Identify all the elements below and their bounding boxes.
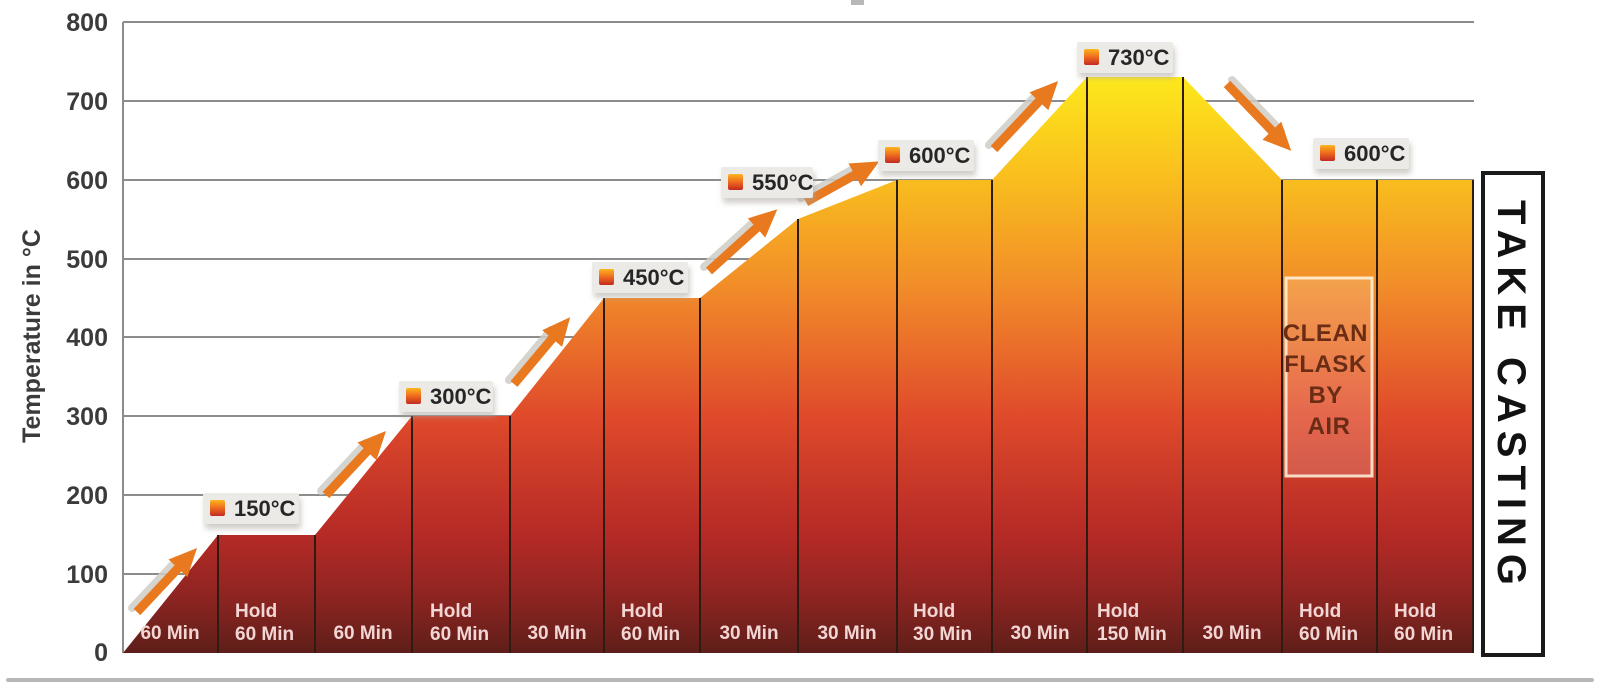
segment-separators	[217, 77, 1474, 653]
segment-label-line: 60 Min	[1299, 624, 1358, 645]
take-casting-annotation: TAKE CASTING	[1481, 171, 1545, 657]
y-tick: 200	[66, 482, 108, 510]
segment-label-line: Hold	[235, 601, 277, 622]
y-axis-ticks: 800 700 600 500 400 300 200 100 0	[66, 9, 108, 667]
temp-label-bg	[1077, 42, 1173, 73]
segment-label: Hold 60 Min	[235, 601, 294, 645]
segment-label-line: Hold	[430, 601, 472, 622]
segment-label-line: Hold	[1097, 601, 1139, 622]
segment-labels: 60 Min Hold 60 Min 60 Min Hold 60 Min 30…	[140, 601, 1453, 645]
gradient-swatch-icon	[1084, 49, 1099, 65]
temp-callout-550: 550°C	[721, 167, 814, 198]
temp-label-text: 150°C	[234, 496, 296, 521]
y-tick: 300	[66, 403, 108, 431]
clean-flask-annotation: CLEAN FLASK BY AIR	[1283, 276, 1375, 478]
segment-label: 60 Min	[140, 623, 199, 644]
ramp-down-arrow	[1223, 80, 1292, 151]
segment-label: Hold 60 Min	[1299, 601, 1358, 645]
temp-label-text: 730°C	[1108, 45, 1170, 70]
temp-callout-600-cooldown: 600°C	[1313, 138, 1409, 169]
segment-label: Hold 60 Min	[621, 601, 680, 645]
segment-label: 30 Min	[719, 623, 778, 644]
segment-label: Hold 60 Min	[430, 601, 489, 645]
temperature-callouts: 150°C 300°C 450°C 550°C 600°C 730°C	[203, 42, 1409, 524]
segment-label-line: 60 Min	[430, 624, 489, 645]
ramp-up-arrow	[705, 209, 778, 275]
clean-flask-line: BY	[1308, 382, 1342, 409]
arrow-shadow	[1228, 76, 1285, 135]
temp-callout-150: 150°C	[203, 493, 299, 524]
segment-label: 60 Min	[333, 623, 392, 644]
ramp-up-arrow	[510, 317, 571, 387]
temp-label-text: 600°C	[1344, 141, 1406, 166]
temp-callout-300: 300°C	[399, 381, 493, 412]
temp-label-bg	[203, 493, 299, 524]
temp-label-text: 550°C	[752, 170, 814, 195]
temp-label-bg	[721, 167, 813, 198]
segment-label-line: 150 Min	[1097, 624, 1167, 645]
segment-label-line: Hold	[621, 601, 663, 622]
take-casting-text: TAKE CASTING	[1489, 200, 1533, 593]
take-casting-box	[1481, 171, 1545, 657]
segment-label-line: 60 Min	[235, 624, 294, 645]
gradient-swatch-icon	[728, 174, 743, 190]
gradient-swatch-icon	[406, 388, 421, 404]
clean-flask-text: CLEAN FLASK BY AIR	[1283, 320, 1375, 440]
y-tick: 0	[94, 639, 108, 667]
gradient-swatch-icon	[599, 269, 614, 285]
y-tick: 700	[66, 88, 108, 116]
temp-label-bg	[592, 262, 688, 293]
clean-flask-line: AIR	[1308, 413, 1351, 440]
segment-label: Hold 60 Min	[1394, 601, 1453, 645]
ramp-up-arrow	[322, 430, 387, 499]
segment-label-line: 60 Min	[1394, 624, 1453, 645]
ramp-up-arrow	[803, 161, 880, 206]
segment-label-line: Hold	[1299, 601, 1341, 622]
temp-callout-450: 450°C	[592, 262, 688, 293]
segment-label-line: 30 Min	[913, 624, 972, 645]
ramp-up-arrow	[133, 547, 198, 616]
y-tick: 500	[66, 246, 108, 274]
gradient-swatch-icon	[1320, 145, 1335, 161]
temp-label-text: 450°C	[623, 265, 685, 290]
temp-label-bg	[878, 140, 974, 171]
temp-label-text: 300°C	[430, 384, 492, 409]
clean-flask-line: CLEAN	[1283, 320, 1368, 347]
temp-label-text: 600°C	[909, 143, 971, 168]
temp-label-bg	[1313, 138, 1409, 169]
segment-label: Hold 30 Min	[913, 601, 972, 645]
arrow-shadow	[700, 216, 760, 271]
segment-label: Hold 150 Min	[1097, 601, 1167, 645]
cropped-title-artifact	[851, 0, 864, 5]
y-tick: 400	[66, 324, 108, 352]
y-tick: 600	[66, 167, 108, 195]
y-tick: 800	[66, 9, 108, 37]
segment-label: 30 Min	[1202, 623, 1261, 644]
gradient-swatch-icon	[210, 500, 225, 516]
temp-callout-730: 730°C	[1077, 42, 1173, 73]
segment-label-line: 60 Min	[621, 624, 680, 645]
segment-label-line: Hold	[1394, 601, 1436, 622]
segment-label-line: Hold	[913, 601, 955, 622]
clean-flask-box	[1284, 276, 1374, 478]
gradient-swatch-icon	[885, 147, 900, 163]
y-tick: 100	[66, 561, 108, 589]
segment-label: 30 Min	[817, 623, 876, 644]
segment-label: 30 Min	[1010, 623, 1069, 644]
ramp-arrows	[128, 76, 1292, 616]
ramp-up-arrow	[990, 80, 1059, 153]
y-axis-title: Temperature in °C	[18, 229, 46, 443]
temp-label-bg	[399, 381, 493, 412]
clean-flask-line: FLASK	[1284, 351, 1367, 378]
segment-label: 30 Min	[527, 623, 586, 644]
temp-callout-600: 600°C	[878, 140, 974, 171]
